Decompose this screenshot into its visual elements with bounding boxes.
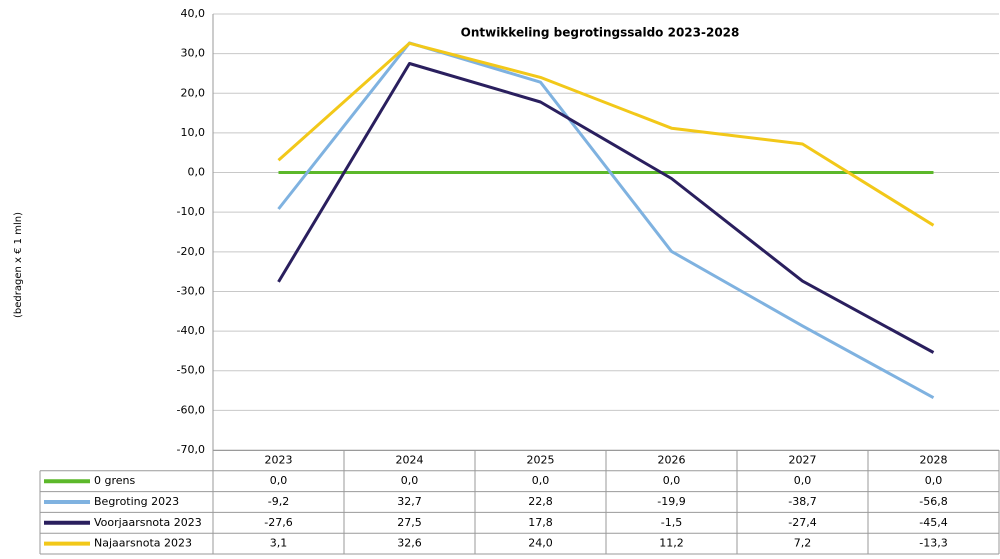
table-cell: -56,8 <box>919 495 947 508</box>
table-cell: 0,0 <box>270 474 288 487</box>
table-cell: 0,0 <box>925 474 943 487</box>
table-cell: 32,6 <box>397 537 422 550</box>
table-cell: 32,7 <box>397 495 422 508</box>
y-tick-label: -50,0 <box>177 364 205 377</box>
legend-label: Najaarsnota 2023 <box>94 537 192 550</box>
table-cell: 11,2 <box>659 537 684 550</box>
table-cell: -27,6 <box>264 516 292 529</box>
x-tick-label: 2028 <box>920 453 948 466</box>
x-tick-label: 2026 <box>658 453 686 466</box>
table-cell: 0,0 <box>794 474 812 487</box>
table-cell: 17,8 <box>528 516 553 529</box>
table-cell: 22,8 <box>528 495 553 508</box>
table-cell: -13,3 <box>919 537 947 550</box>
table-cell: 24,0 <box>528 537 553 550</box>
series-line <box>277 41 935 227</box>
series-line <box>277 41 935 400</box>
y-tick-label: 40,0 <box>181 7 206 20</box>
y-tick-label: -40,0 <box>177 324 205 337</box>
table-cell: 0,0 <box>401 474 419 487</box>
y-axis-label: (bedragen x € 1 mln) <box>13 212 24 318</box>
table-cell: -9,2 <box>268 495 289 508</box>
y-tick-label: 0,0 <box>188 166 206 179</box>
x-tick-label: 2025 <box>527 453 555 466</box>
y-tick-label: -70,0 <box>177 443 205 456</box>
legend-label: 0 grens <box>94 474 135 487</box>
chart-title: Ontwikkeling begrotingssaldo 2023-2028 <box>461 26 740 40</box>
table-cell: -45,4 <box>919 516 947 529</box>
legend-label: Voorjaarsnota 2023 <box>94 516 202 529</box>
table-cell: -27,4 <box>788 516 816 529</box>
y-tick-label: 20,0 <box>181 86 206 99</box>
y-tick-label: 30,0 <box>181 47 206 60</box>
y-tick-label: -10,0 <box>177 205 205 218</box>
table-cell: 3,1 <box>270 537 288 550</box>
series-line <box>277 62 935 354</box>
y-tick-label: -20,0 <box>177 245 205 258</box>
table-cell: -1,5 <box>661 516 682 529</box>
table-cell: -19,9 <box>657 495 685 508</box>
x-tick-label: 2024 <box>396 453 424 466</box>
table-cell: -38,7 <box>788 495 816 508</box>
table-cell: 0,0 <box>532 474 550 487</box>
table-cell: 0,0 <box>663 474 681 487</box>
legend-label: Begroting 2023 <box>94 495 179 508</box>
x-tick-label: 2023 <box>265 453 293 466</box>
y-tick-label: 10,0 <box>181 126 206 139</box>
table-cell: 7,2 <box>794 537 812 550</box>
y-tick-label: -60,0 <box>177 403 205 416</box>
y-tick-label: -30,0 <box>177 284 205 297</box>
table-cell: 27,5 <box>397 516 422 529</box>
x-tick-label: 2027 <box>789 453 817 466</box>
